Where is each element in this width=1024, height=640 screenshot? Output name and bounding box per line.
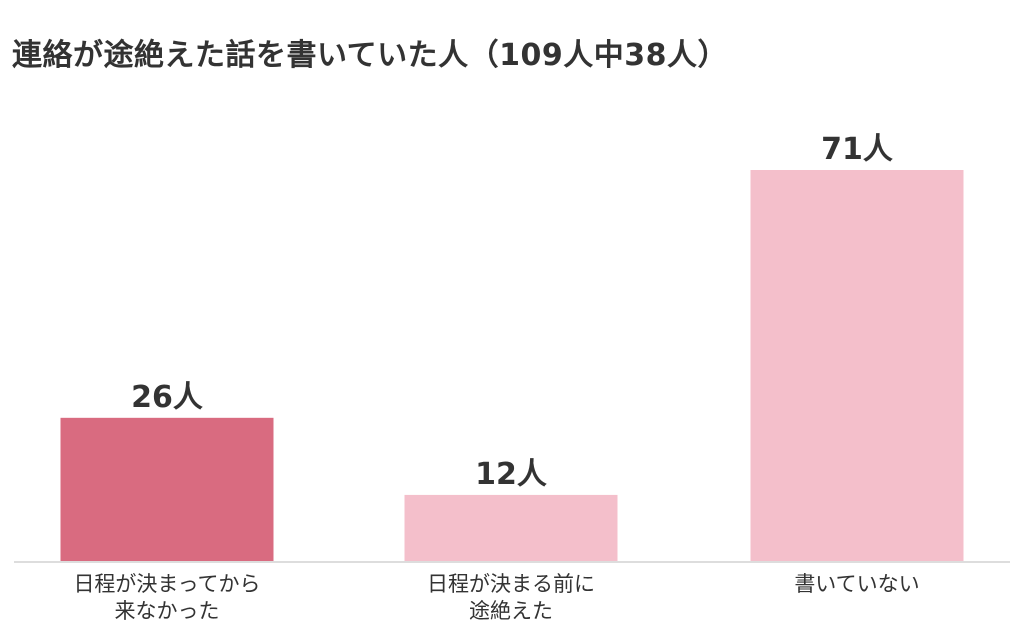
bar-value-label-1: 26人 — [131, 380, 203, 415]
chart-title: 連絡が途絶えた話を書いていた人（109人中38人） — [12, 38, 728, 73]
bar-value-label-3: 71人 — [821, 132, 893, 167]
bar-3 — [750, 170, 964, 561]
bar-1 — [60, 417, 274, 561]
x-tick-label-2: 日程が決まる前に途絶えた — [427, 572, 595, 623]
bar-value-label-2: 12人 — [475, 457, 547, 492]
bars-layer — [60, 170, 964, 561]
x-tick-label-1: 日程が決まってから来なかった — [73, 572, 260, 623]
x-tick-label-3: 書いていない — [794, 572, 919, 596]
bar-2 — [404, 494, 618, 561]
